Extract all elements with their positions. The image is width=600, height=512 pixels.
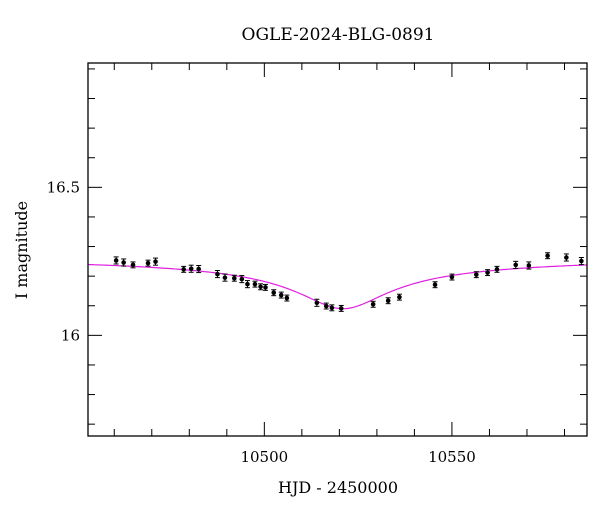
data-point bbox=[252, 281, 258, 287]
x-axis-label: HJD - 2450000 bbox=[278, 478, 398, 497]
data-point bbox=[245, 281, 250, 287]
data-point bbox=[258, 284, 263, 290]
data-point bbox=[579, 258, 584, 264]
data-point bbox=[215, 271, 220, 277]
y-tick-label: 16 bbox=[61, 326, 80, 344]
axis-ticks bbox=[88, 63, 587, 436]
data-point bbox=[385, 298, 391, 304]
data-point bbox=[449, 274, 455, 280]
data-point bbox=[271, 290, 277, 296]
data-point bbox=[545, 253, 550, 259]
chart-title: OGLE-2024-BLG-0891 bbox=[242, 25, 435, 45]
data-point bbox=[239, 276, 245, 282]
data-point bbox=[323, 303, 329, 309]
data-point bbox=[314, 300, 320, 306]
x-tick-label: 10550 bbox=[428, 448, 476, 466]
x-tick-label: 10500 bbox=[240, 448, 288, 466]
data-point bbox=[485, 270, 490, 275]
data-point bbox=[370, 301, 376, 307]
data-point bbox=[494, 267, 500, 272]
data-point bbox=[278, 292, 284, 298]
data-point bbox=[474, 272, 479, 277]
data-point bbox=[397, 294, 402, 300]
data-point bbox=[145, 260, 151, 266]
data-point bbox=[263, 285, 268, 290]
data-point bbox=[432, 282, 438, 288]
data-point bbox=[222, 275, 228, 280]
data-point bbox=[232, 275, 237, 281]
data-point bbox=[130, 262, 136, 268]
tick-labels: 10500 10550 16 16.5 bbox=[47, 178, 476, 466]
data-point bbox=[564, 255, 569, 260]
model-curve bbox=[87, 263, 588, 310]
data-point bbox=[121, 260, 126, 265]
y-tick-label: 16.5 bbox=[47, 178, 80, 196]
data-point bbox=[284, 295, 290, 301]
y-axis-label: I magnitude bbox=[12, 201, 31, 299]
data-point bbox=[196, 266, 201, 272]
data-point bbox=[513, 262, 519, 268]
data-point bbox=[181, 267, 186, 272]
data-point bbox=[188, 266, 194, 272]
data-point bbox=[153, 259, 158, 264]
data-point bbox=[113, 258, 119, 263]
data-point bbox=[526, 263, 532, 268]
plot-area bbox=[87, 252, 588, 312]
data-points bbox=[113, 252, 584, 312]
data-point bbox=[329, 305, 335, 311]
plot-frame bbox=[87, 62, 588, 437]
data-point bbox=[338, 306, 344, 311]
